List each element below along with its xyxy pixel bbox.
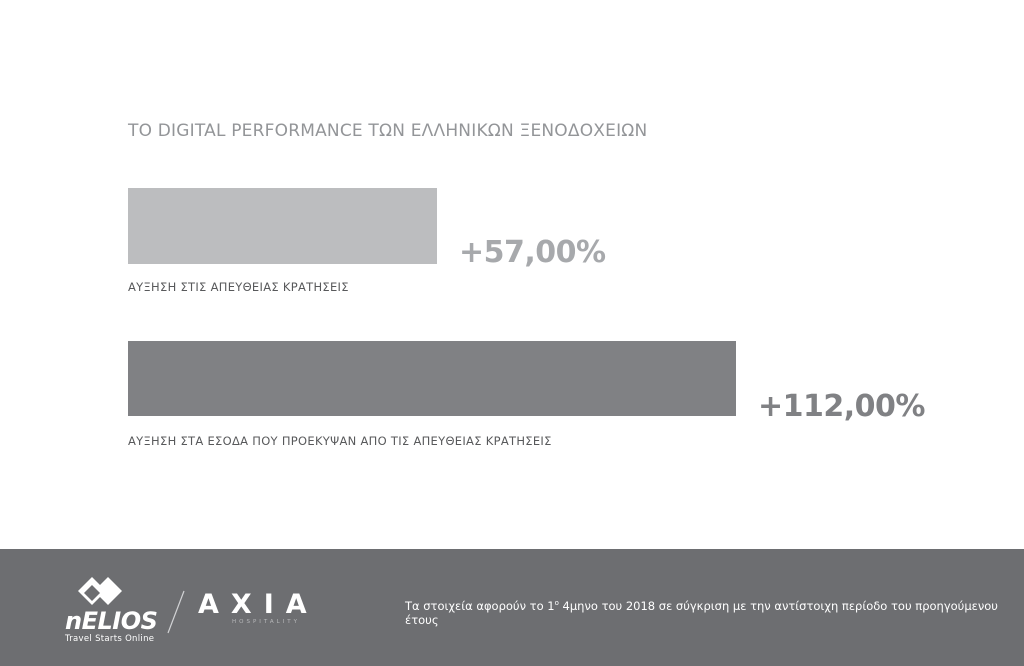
footnote-superscript: ο	[554, 599, 559, 608]
footnote-part-1: Τα στοιχεία αφορούν το 1	[405, 599, 555, 613]
axia-subtitle: HOSPITALITY	[232, 619, 300, 625]
divider-slash-icon	[167, 590, 185, 634]
bar-direct-bookings	[128, 188, 437, 264]
footnote-part-2: 4μηνο του 2018 σε σύγκριση με την αντίστ…	[405, 599, 998, 627]
bar-value-direct-bookings: +57,00%	[459, 235, 606, 270]
bar-value-direct-revenue: +112,00%	[758, 389, 925, 424]
bar-label-direct-revenue: ΑΥΞΗΣΗ ΣΤΑ ΕΣΟΔΑ ΠΟΥ ΠΡΟΕΚΥΨΑΝ ΑΠΟ ΤΙΣ Α…	[128, 434, 552, 448]
footer-band: nELIOS Travel Starts Online AXIA HOSPITA…	[0, 549, 1024, 666]
chart-title: ΤΟ DIGITAL PERFORMANCE ΤΩΝ ΕΛΛΗΝΙΚΩΝ ΞΕΝ…	[128, 121, 648, 141]
axia-wordmark: AXIA	[198, 589, 319, 620]
bar-label-direct-bookings: ΑΥΞΗΣΗ ΣΤΙΣ ΑΠΕΥΘΕΙΑΣ ΚΡΑΤΗΣΕΙΣ	[128, 280, 349, 294]
bar-direct-revenue	[128, 341, 736, 416]
footnote: Τα στοιχεία αφορούν το 1ο 4μηνο του 2018…	[405, 599, 1024, 627]
nelios-wordmark: nELIOS	[65, 607, 158, 635]
nelios-tagline: Travel Starts Online	[65, 634, 155, 644]
nelios-emblem-icon	[78, 577, 122, 605]
